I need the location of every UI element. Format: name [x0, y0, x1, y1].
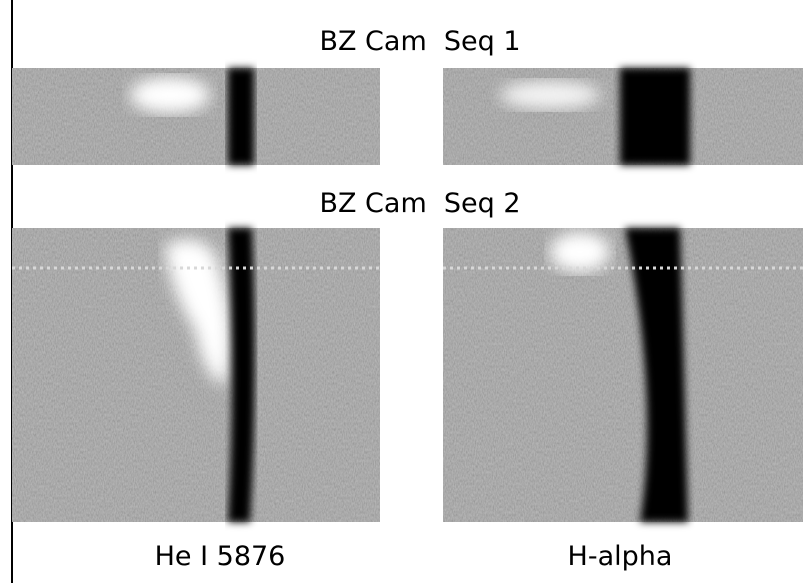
panel-title: BZ Cam Seq 1	[319, 26, 520, 57]
column-label: H-alpha	[568, 541, 673, 572]
spectrum-panel	[12, 68, 380, 165]
spectrum-panel	[443, 68, 803, 165]
spectrum-panel	[12, 228, 380, 522]
panel-title: BZ Cam Seq 2	[319, 188, 520, 219]
spectrum-panel	[443, 228, 803, 522]
column-label: He I 5876	[155, 541, 286, 572]
